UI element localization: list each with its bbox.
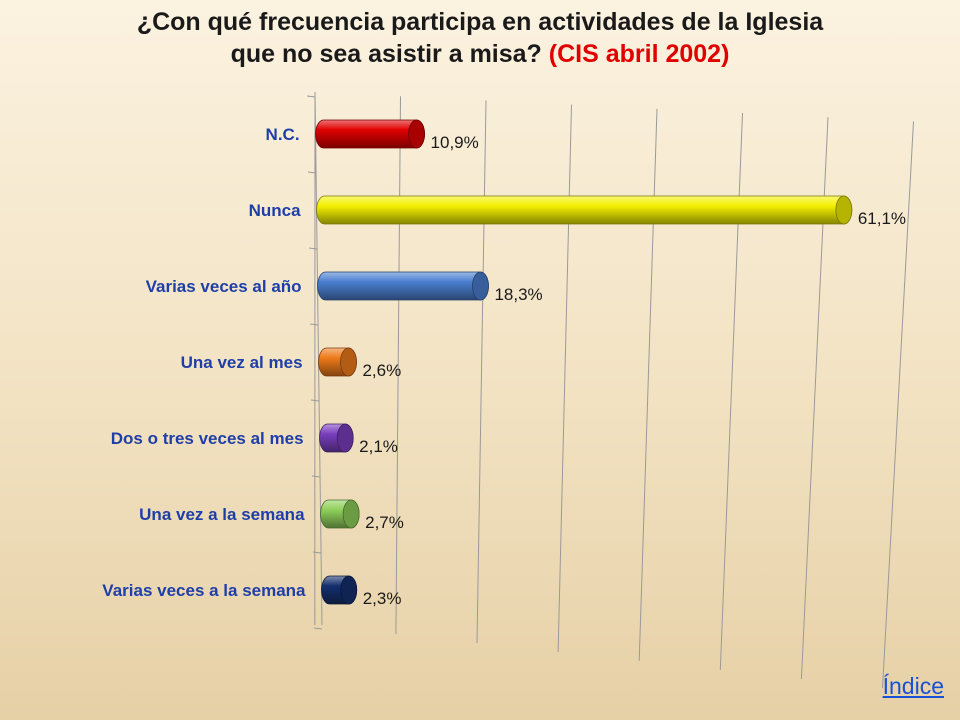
index-link[interactable]: Índice <box>883 673 944 700</box>
bar <box>316 120 425 148</box>
bar <box>319 348 357 376</box>
category-labels: N.C. Nunca Varias veces al año Una vez al m… <box>102 125 306 600</box>
value-label: 2,1% <box>359 437 398 456</box>
bar-end-cap <box>341 576 357 604</box>
axis-tick <box>309 248 317 249</box>
gridline <box>477 100 486 643</box>
axis-tick <box>312 476 320 477</box>
axis-tick <box>311 400 319 401</box>
value-label: 18,3% <box>494 285 542 304</box>
value-label: 61,1% <box>858 209 906 228</box>
bar <box>318 272 489 300</box>
gridline <box>558 105 571 652</box>
axis-tick <box>310 324 318 325</box>
bar-body <box>317 196 852 224</box>
bar-end-cap <box>409 120 425 148</box>
value-label: 10,9% <box>431 133 479 152</box>
value-label: 2,6% <box>362 361 401 380</box>
bar <box>320 424 354 452</box>
bar-end-cap <box>836 196 852 224</box>
bar <box>321 500 360 528</box>
value-label: 2,3% <box>363 589 402 608</box>
category-label: N.C. <box>266 125 300 144</box>
bar <box>322 576 357 604</box>
gridline <box>883 121 914 688</box>
bar-body <box>318 272 489 300</box>
axis-tick <box>314 628 322 629</box>
category-label: Una vez a la semana <box>139 505 305 524</box>
category-label: Dos o tres veces al mes <box>111 429 304 448</box>
bar-end-cap <box>472 272 488 300</box>
value-label: 2,7% <box>365 513 404 532</box>
gridline <box>639 109 657 661</box>
axis-tick <box>313 552 321 553</box>
category-label: Nunca <box>249 201 302 220</box>
bar-end-cap <box>340 348 356 376</box>
category-label: Varias veces al año <box>146 277 302 296</box>
bar <box>317 196 852 224</box>
category-label: Una vez al mes <box>181 353 303 372</box>
axis-tick <box>307 96 315 97</box>
category-label: Varias veces a la semana <box>102 581 306 600</box>
bar-end-cap <box>337 424 353 452</box>
bar-end-cap <box>343 500 359 528</box>
